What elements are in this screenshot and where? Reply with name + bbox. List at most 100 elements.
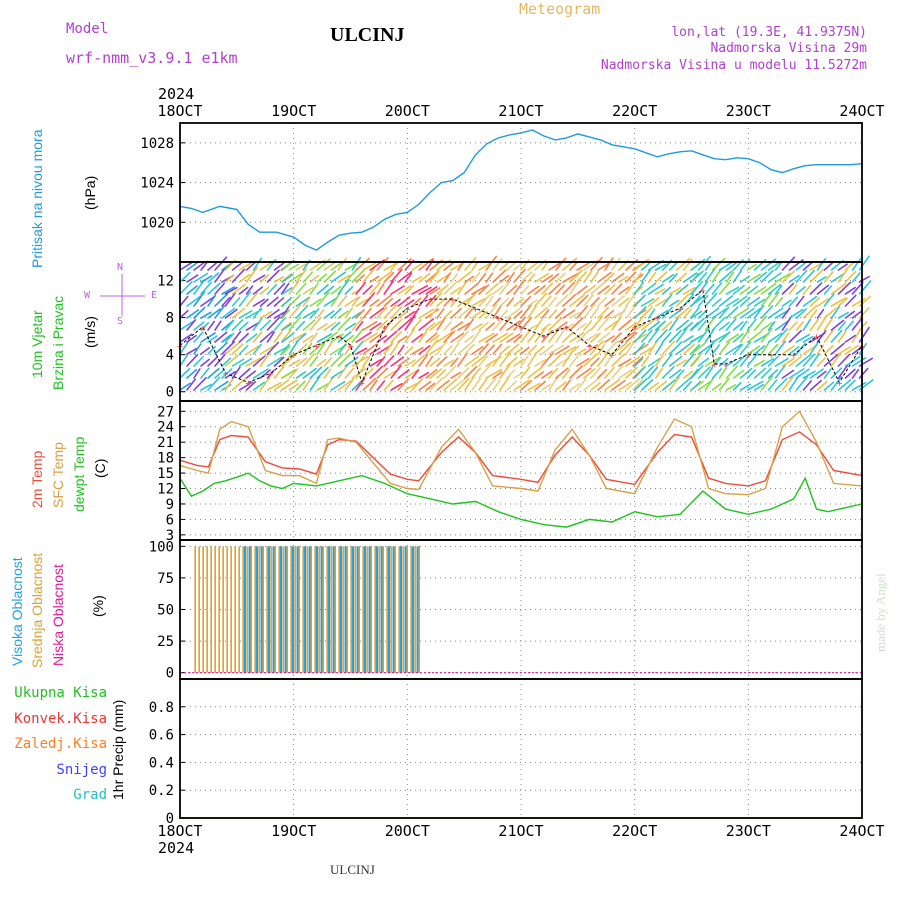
- cloud-bar: [282, 546, 284, 673]
- wind-barb: [404, 299, 415, 307]
- wind-barb: [457, 270, 472, 283]
- wind-gust-mark: +: [348, 341, 354, 352]
- wind-barb: [767, 379, 778, 391]
- wind-barb: [611, 272, 625, 283]
- wind-barb: [499, 297, 510, 307]
- wind-barb: [675, 369, 685, 379]
- wind-barb: [590, 382, 601, 391]
- wind-barb: [711, 368, 723, 379]
- compass-e: E: [151, 290, 158, 301]
- wind-barb: [576, 285, 588, 295]
- wind-gust-mark: +: [427, 295, 433, 306]
- wind-barb: [534, 319, 543, 331]
- cloud-bar: [350, 546, 352, 673]
- wind-barb: [323, 376, 335, 391]
- wind-barb: [590, 270, 600, 283]
- wind-barb: [231, 261, 244, 271]
- wind-barb: [397, 357, 410, 367]
- wind-barb: [302, 352, 315, 367]
- wind-barb: [625, 304, 638, 319]
- station-title: ULCINJ: [330, 24, 405, 46]
- wind-barb: [323, 270, 337, 283]
- wind-barb: [668, 355, 683, 367]
- wind-barb: [499, 362, 512, 379]
- cloud-bar: [346, 546, 348, 673]
- wind-barb: [704, 292, 718, 307]
- cloud-bar: [314, 546, 319, 673]
- wind-barb: [323, 341, 333, 355]
- wind-gust-mark: +: [791, 351, 797, 362]
- wind-barb: [193, 343, 202, 355]
- model-name: wrf-nmm_v3.9.1 e1km: [66, 49, 238, 67]
- x-tick-label-top: 20OCT: [385, 102, 430, 120]
- wind-barb: [450, 332, 465, 343]
- wind-barb: [816, 298, 830, 307]
- x-tick-label-bottom: 20OCT: [385, 822, 430, 840]
- wind-barb: [214, 368, 226, 379]
- wind-barb: [767, 343, 779, 355]
- wind-barb: [418, 258, 434, 271]
- wind-barb: [690, 364, 704, 379]
- wind-barb: [443, 365, 457, 379]
- wind-barb: [411, 369, 420, 379]
- wind-barb: [485, 322, 496, 331]
- wind-barb: [725, 297, 740, 307]
- wind-barb: [611, 295, 625, 307]
- wind-barb: [506, 380, 517, 391]
- wind-barb: [369, 322, 382, 331]
- wind-barb: [555, 294, 569, 307]
- wind-barb: [186, 378, 196, 391]
- wind-barb: [238, 381, 254, 391]
- wind-barb: [513, 278, 526, 295]
- wind-barb: [795, 260, 808, 271]
- wind-barb: [436, 379, 450, 391]
- wind-barb: [562, 309, 576, 319]
- wind-barb: [404, 272, 413, 283]
- cloud-ylabel-mid: Srednja Oblacnost: [29, 552, 45, 668]
- wind-barb: [548, 309, 558, 319]
- cloud-ylabel-high: Visoka Oblacnost: [9, 557, 25, 666]
- wind-barb: [858, 321, 868, 331]
- wind-barb: [193, 377, 207, 391]
- wind-barb: [647, 308, 656, 319]
- wind-barb: [711, 317, 726, 331]
- wind-gust-mark: +: [359, 378, 365, 389]
- wind-barb: [802, 284, 812, 295]
- wind-barb: [625, 283, 634, 295]
- wind-barb: [718, 281, 731, 295]
- wind-barb: [675, 306, 690, 319]
- wind-barb: [464, 334, 475, 343]
- wind-barb: [245, 266, 258, 283]
- wind-barb: [569, 383, 580, 391]
- wind-barb: [316, 323, 328, 331]
- wind-barb: [697, 357, 709, 367]
- wind-barb: [259, 344, 276, 355]
- wind-barb: [541, 282, 554, 295]
- wind-barb: [802, 370, 816, 379]
- wind-barb: [858, 275, 870, 283]
- wind-barb: [569, 317, 584, 331]
- wind-barb: [281, 323, 292, 331]
- wind-barb: [633, 329, 647, 343]
- wind-barb: [499, 274, 510, 283]
- y-tick-label: 75: [157, 571, 174, 587]
- wind-barb: [457, 377, 470, 391]
- wind-barb: [214, 282, 226, 295]
- wind-barb: [207, 272, 220, 283]
- wind-barb: [781, 270, 796, 283]
- wind-barb: [316, 342, 326, 355]
- wind-barb: [625, 271, 637, 283]
- wind-barb: [604, 257, 614, 271]
- wind-barb: [214, 266, 227, 283]
- wind-barb: [252, 257, 263, 271]
- wind-gust-mark: +: [814, 332, 820, 343]
- y-tick-label: 0.8: [149, 700, 174, 716]
- x-tick-label-top: 18OCT: [157, 102, 202, 120]
- wind-barb: [597, 306, 610, 319]
- wind-barb: [471, 323, 483, 331]
- wind-barb: [355, 377, 366, 391]
- wind-barb: [682, 308, 692, 319]
- wind-barb: [464, 292, 477, 307]
- cloud-bar: [398, 546, 400, 673]
